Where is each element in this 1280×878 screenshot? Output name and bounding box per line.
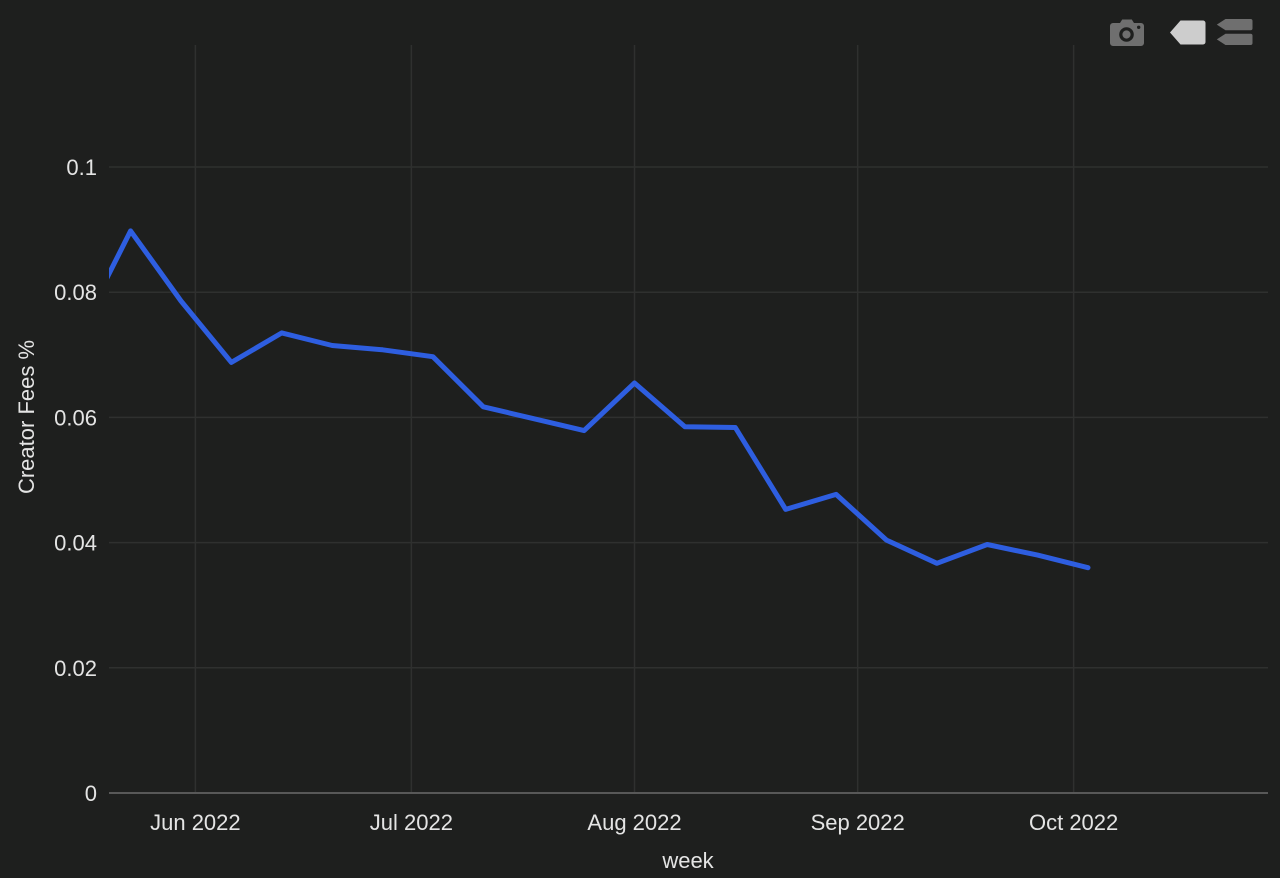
- x-tick-label: Aug 2022: [587, 810, 681, 835]
- x-tick-label: Jul 2022: [370, 810, 453, 835]
- y-tick-label: 0.02: [54, 656, 97, 681]
- x-tick-label: Jun 2022: [150, 810, 241, 835]
- x-axis-title: week: [662, 848, 714, 873]
- hover-compare-button[interactable]: [1214, 17, 1255, 47]
- x-tick-label: Oct 2022: [1029, 810, 1118, 835]
- y-tick-label: 0.08: [54, 280, 97, 305]
- download-plot-button[interactable]: [1108, 16, 1146, 48]
- hover-closest-button[interactable]: [1167, 18, 1208, 47]
- y-tick-label: 0: [85, 781, 97, 806]
- x-tick-label: Sep 2022: [811, 810, 905, 835]
- creator-fees-line: [109, 228, 1091, 571]
- double-tag-icon: [1216, 19, 1253, 45]
- camera-icon: [1110, 19, 1144, 46]
- y-tick-label: 0.1: [66, 155, 97, 180]
- y-axis-title: Creator Fees %: [14, 339, 39, 495]
- y-tick-label: 0.06: [54, 405, 97, 430]
- plotly-modebar: [1108, 16, 1255, 48]
- tag-icon: [1170, 20, 1206, 44]
- y-tick-label: 0.04: [54, 531, 97, 556]
